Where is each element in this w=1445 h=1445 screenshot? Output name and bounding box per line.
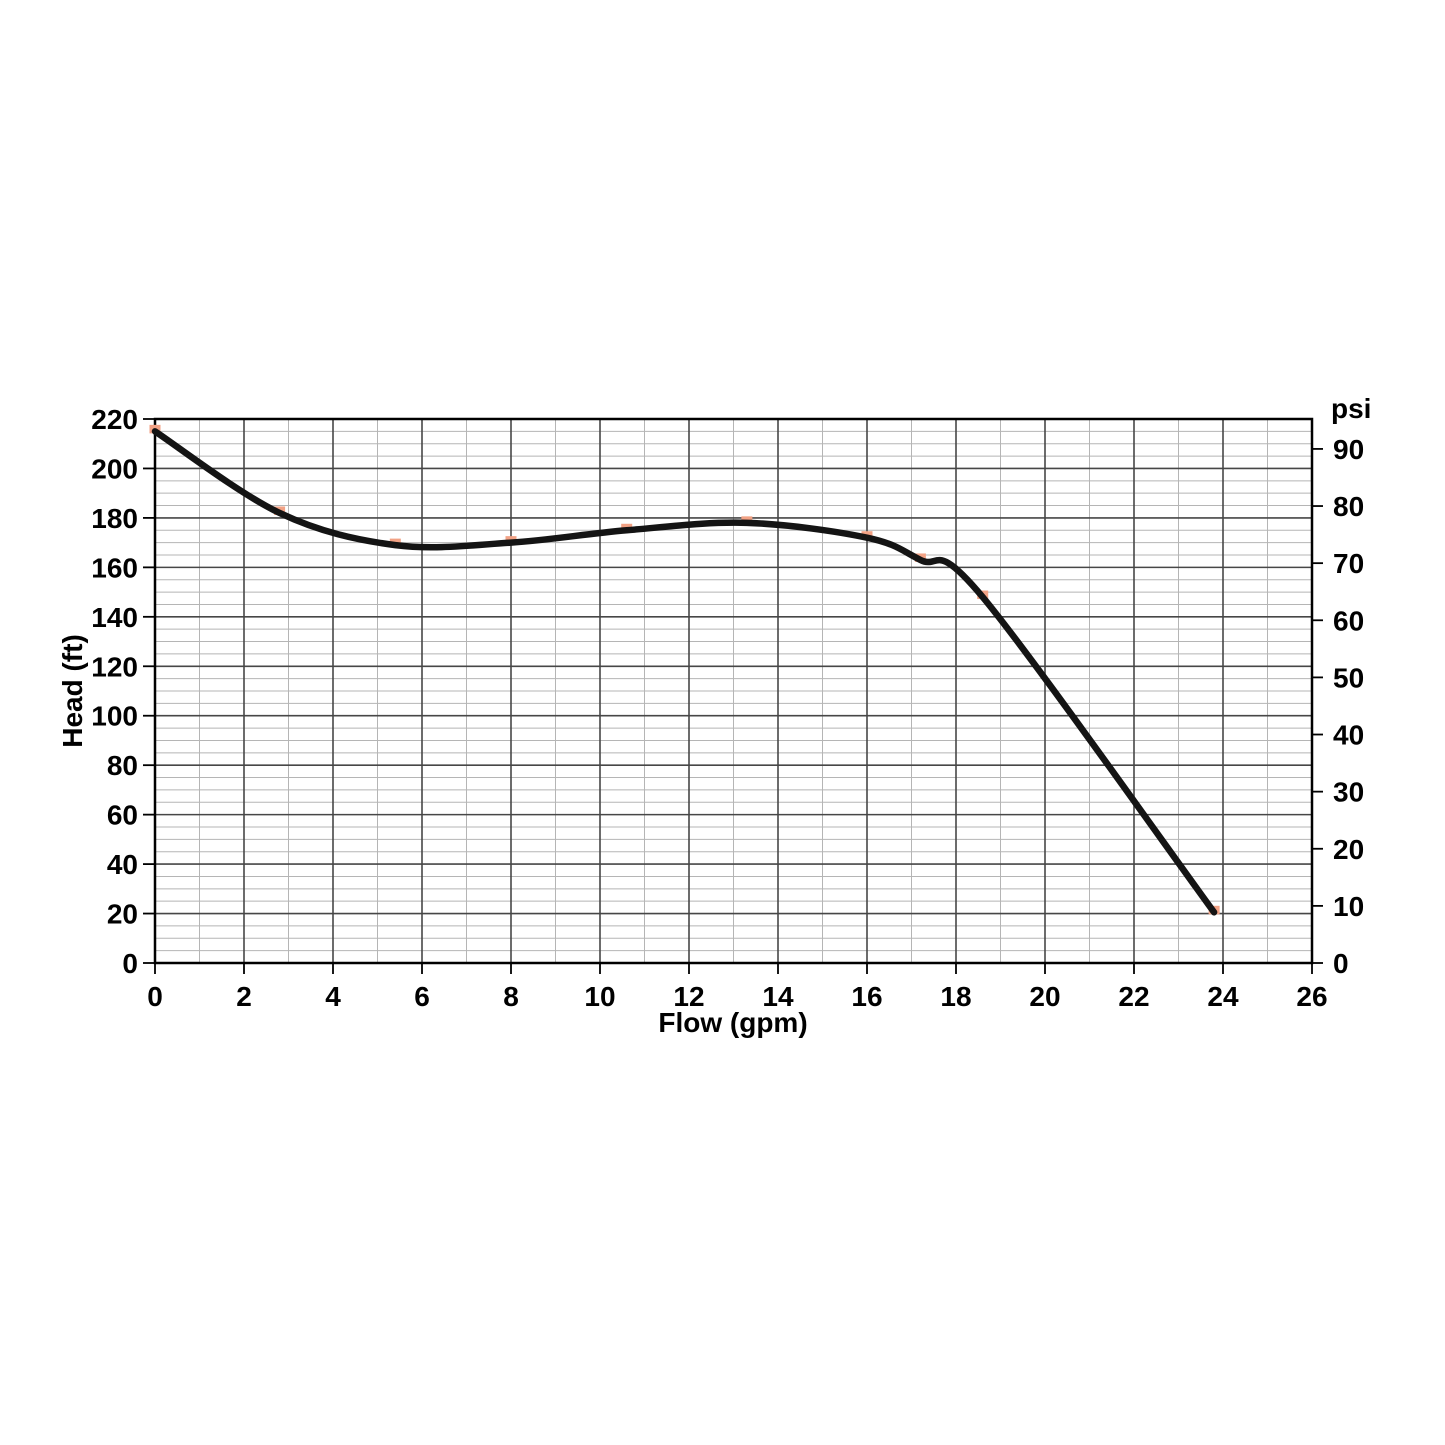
- x-axis-tick-label: 4: [325, 981, 341, 1012]
- plot-border: [153, 417, 1314, 965]
- y2-axis-tick-label: 90: [1333, 434, 1364, 465]
- x-axis-tick-label: 0: [147, 981, 163, 1012]
- x-axis-tick-label: 6: [414, 981, 430, 1012]
- y2-axis-tick-label: 30: [1333, 777, 1364, 808]
- y-axis-tick-label: 160: [91, 552, 138, 583]
- x-axis-tick-label: 14: [762, 981, 794, 1012]
- y-axis-title: Head (ft): [57, 634, 88, 748]
- y-axis-tick-label: 220: [91, 404, 138, 435]
- x-axis-tick-label: 26: [1296, 981, 1327, 1012]
- y-axis-tick-label: 0: [122, 948, 138, 979]
- y-axis-tick-label: 200: [91, 453, 138, 484]
- right-axis-title: psi: [1331, 393, 1372, 424]
- x-axis-tick-label: 16: [851, 981, 882, 1012]
- pump-curve-path: [151, 428, 1218, 916]
- x-axis-tick-label: 18: [940, 981, 971, 1012]
- axis-ticks: [143, 418, 1323, 974]
- y-axis-tick-label: 140: [91, 602, 138, 633]
- data-point-markers: [149, 424, 1220, 915]
- y-axis-tick-label: 120: [91, 651, 138, 682]
- x-axis-tick-label: 22: [1118, 981, 1149, 1012]
- y2-axis-tick-label: 40: [1333, 720, 1364, 751]
- x-axis-tick-label: 24: [1207, 981, 1239, 1012]
- y-axis-tick-label: 80: [107, 750, 138, 781]
- y-axis-tick-label: 40: [107, 849, 138, 880]
- y2-axis-tick-label: 60: [1333, 605, 1364, 636]
- y2-axis-tick-label: 10: [1333, 891, 1364, 922]
- y-axis-tick-label: 20: [107, 899, 138, 930]
- x-axis-tick-label: 12: [673, 981, 704, 1012]
- y-axis-tick-label: 100: [91, 701, 138, 732]
- x-axis-tick-label: 8: [503, 981, 519, 1012]
- y2-axis-tick-label: 70: [1333, 548, 1364, 579]
- y2-axis-tick-label: 80: [1333, 491, 1364, 522]
- y2-axis-tick-label: 0: [1333, 948, 1349, 979]
- y-axis-tick-label: 60: [107, 800, 138, 831]
- x-axis-tick-label: 10: [584, 981, 615, 1012]
- y2-axis-tick-label: 20: [1333, 834, 1364, 865]
- minor-gridlines: [155, 419, 1312, 963]
- plot-border-rect: [153, 417, 1314, 965]
- x-axis-tick-label: 2: [236, 981, 252, 1012]
- pump-curve-line: [151, 428, 1218, 916]
- major-gridlines: [155, 419, 1312, 963]
- x-axis-title: Flow (gpm): [658, 1007, 808, 1038]
- y-axis-tick-label: 180: [91, 503, 138, 534]
- x-axis-tick-label: 20: [1029, 981, 1060, 1012]
- y2-axis-tick-label: 50: [1333, 662, 1364, 693]
